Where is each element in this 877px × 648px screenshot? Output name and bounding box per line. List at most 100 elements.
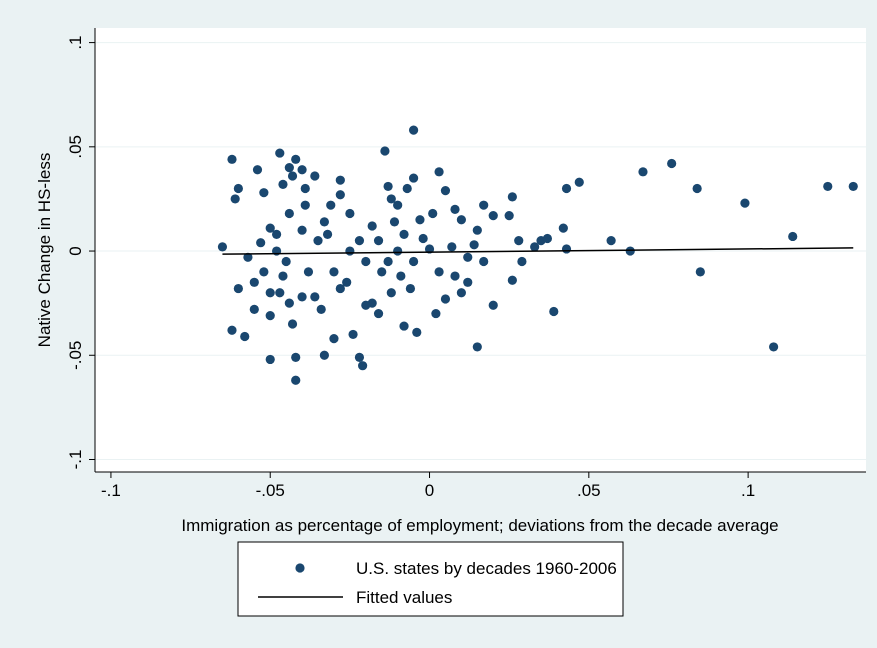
scatter-point — [504, 211, 514, 221]
y-tick-label: .05 — [66, 135, 85, 159]
scatter-point — [303, 267, 314, 277]
scatter-point — [450, 204, 460, 214]
scatter-point — [695, 267, 705, 277]
scatter-point — [472, 225, 482, 235]
scatter-point — [284, 298, 294, 308]
scatter-point — [233, 283, 243, 294]
scatter-point — [530, 242, 540, 252]
scatter-point — [428, 208, 438, 219]
scatter-point — [456, 215, 466, 225]
scatter-point — [434, 267, 444, 277]
scatter-point — [265, 354, 275, 365]
scatter-point — [434, 167, 444, 177]
scatter-point — [249, 277, 259, 287]
scatter-point — [297, 165, 307, 175]
scatter-point — [310, 292, 320, 302]
scatter-point — [377, 267, 387, 277]
scatter-point — [606, 236, 616, 246]
scatter-point — [405, 283, 416, 294]
scatter-point — [227, 154, 237, 164]
scatter-point — [354, 352, 365, 362]
scatter-point — [278, 179, 288, 189]
scatter-point — [291, 154, 301, 164]
scatter-point — [415, 215, 425, 225]
scatter-point — [256, 238, 266, 248]
scatter-point — [240, 331, 250, 342]
scatter-point — [329, 333, 339, 344]
scatter-point — [769, 342, 779, 352]
x-axis-title: Immigration as percentage of employment;… — [181, 516, 778, 535]
scatter-point — [625, 246, 635, 256]
scatter-point — [479, 256, 489, 267]
scatter-point — [418, 233, 428, 244]
scatter-point — [271, 229, 282, 239]
scatter-point — [558, 223, 568, 233]
scatter-point — [393, 200, 403, 210]
scatter-point — [358, 361, 368, 371]
scatter-point — [456, 288, 466, 298]
scatter-point — [848, 181, 858, 192]
scatter-point — [319, 350, 329, 360]
scatter-point — [291, 375, 301, 385]
y-tick-label: -.1 — [66, 450, 85, 470]
scatter-point — [348, 329, 358, 340]
scatter-point — [249, 304, 259, 315]
scatter-point — [440, 294, 451, 304]
scatter-point — [287, 171, 298, 181]
scatter-point — [265, 311, 275, 321]
scatter-point — [488, 300, 498, 310]
scatter-point — [823, 181, 833, 192]
scatter-point — [259, 267, 269, 277]
legend-label: Fitted values — [356, 588, 452, 607]
scatter-point — [329, 267, 339, 277]
scatter-point — [316, 304, 326, 315]
scatter-point — [574, 177, 584, 187]
scatter-point — [310, 171, 320, 181]
scatter-point — [243, 252, 253, 262]
x-tick-label: -.05 — [256, 481, 285, 500]
scatter-point — [740, 198, 750, 208]
scatter-point — [383, 181, 393, 192]
y-tick-label: .1 — [66, 35, 85, 49]
scatter-point — [638, 167, 648, 177]
scatter-point — [259, 188, 269, 198]
scatter-point — [788, 231, 798, 242]
x-tick-label: 0 — [425, 481, 434, 500]
scatter-point — [345, 246, 355, 256]
scatter-point — [252, 165, 263, 175]
scatter-point — [265, 223, 275, 233]
legend-marker — [295, 563, 305, 573]
scatter-point — [227, 325, 237, 335]
scatter-point — [424, 244, 435, 254]
scatter-point — [361, 300, 371, 310]
scatter-point — [402, 183, 412, 194]
scatter-point — [463, 277, 473, 287]
scatter-point — [300, 183, 310, 194]
scatter-point — [472, 342, 482, 352]
scatter-point — [380, 146, 390, 156]
scatter-point — [278, 271, 288, 281]
scatter-point — [447, 242, 457, 252]
scatter-point — [291, 352, 301, 362]
scatter-point — [300, 200, 310, 210]
scatter-point — [514, 236, 524, 246]
scatter-point — [373, 308, 384, 319]
scatter-point — [322, 229, 333, 239]
scatter-point — [335, 190, 345, 200]
scatter-point — [667, 158, 677, 169]
scatter-point — [440, 185, 451, 196]
scatter-point — [233, 183, 243, 194]
scatter-point — [284, 208, 294, 219]
scatter-point — [275, 288, 285, 298]
scatter-point — [408, 256, 419, 267]
scatter-point — [542, 233, 553, 244]
scatter-point — [386, 288, 396, 298]
x-tick-label: .05 — [577, 481, 601, 500]
scatter-point — [297, 292, 307, 302]
scatter-point — [217, 242, 228, 252]
scatter-point — [507, 275, 517, 285]
scatter-point — [389, 217, 400, 227]
plot-area — [95, 28, 866, 472]
scatter-point — [561, 244, 572, 254]
